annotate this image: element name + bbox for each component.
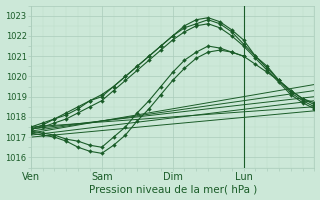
X-axis label: Pression niveau de la mer( hPa ): Pression niveau de la mer( hPa ) <box>89 184 257 194</box>
